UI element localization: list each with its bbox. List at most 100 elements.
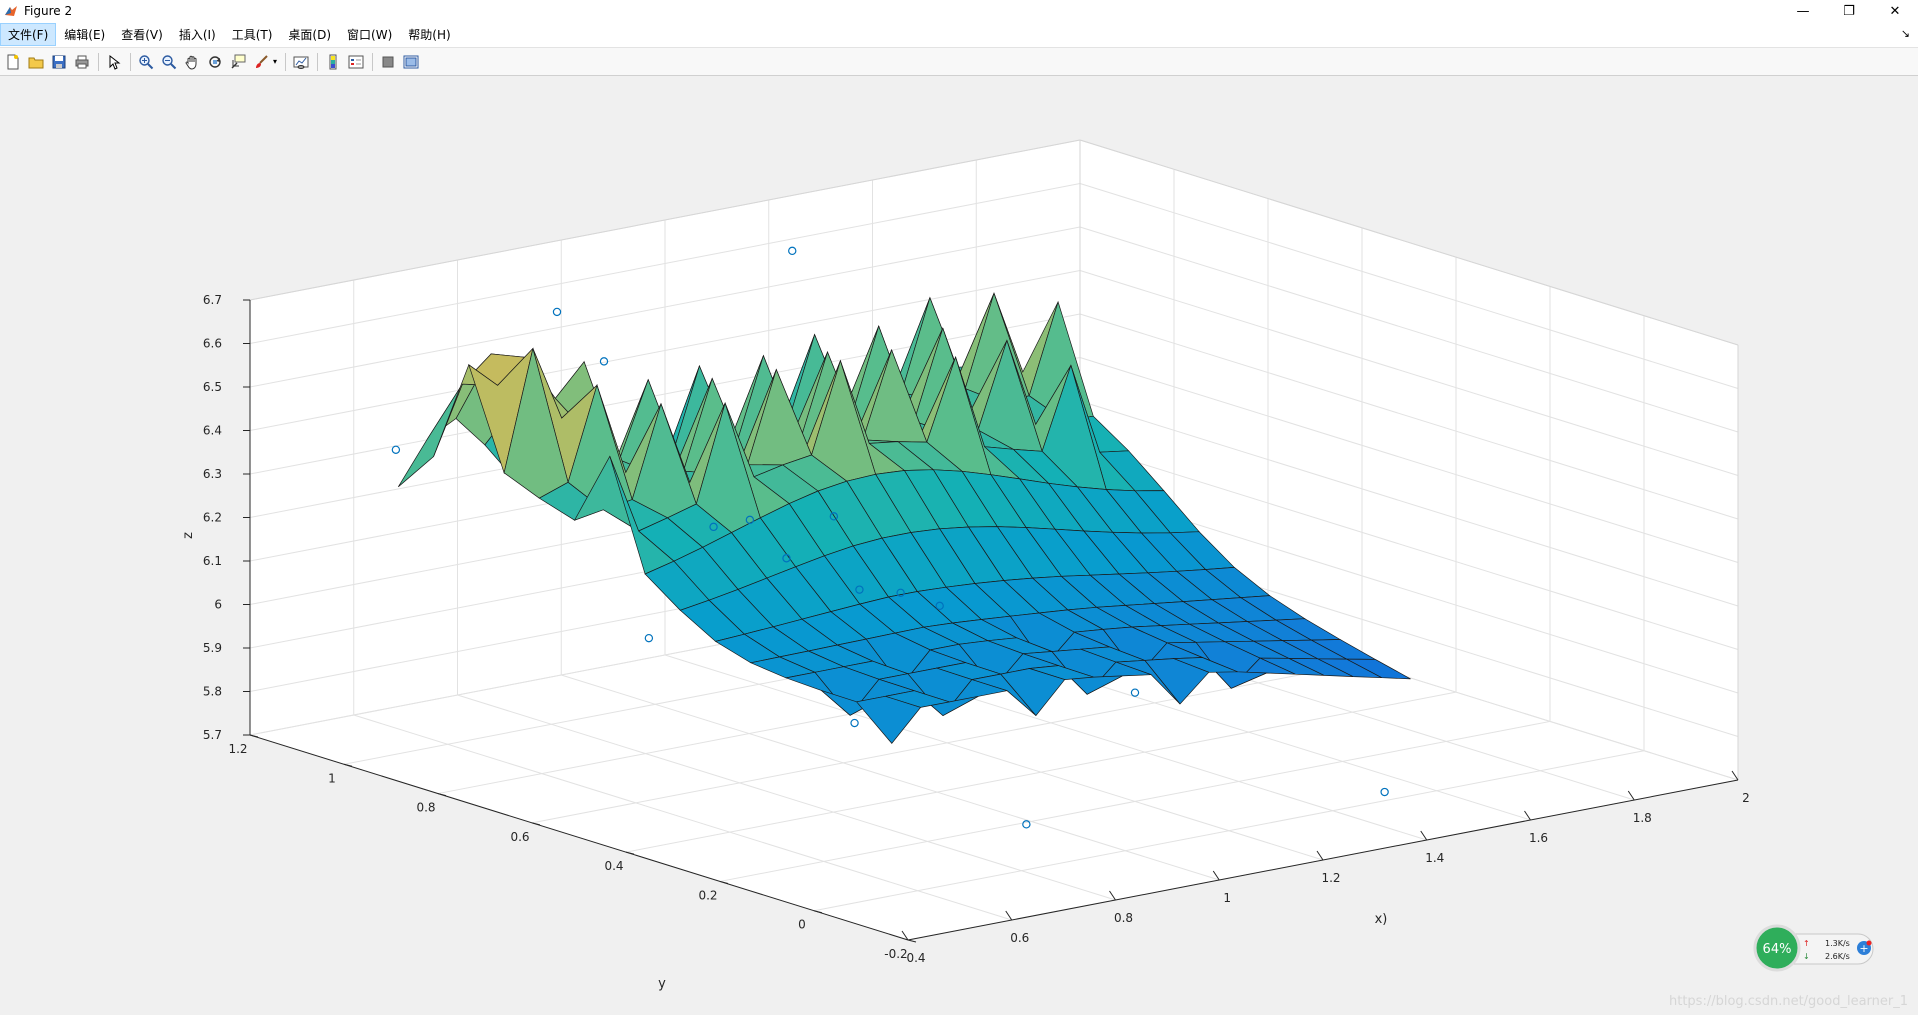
- x-tick-label: 0.4: [906, 951, 925, 965]
- x-tick-label: 0.6: [1010, 931, 1029, 945]
- toolbar-separator: [98, 52, 99, 71]
- data-cursor-icon[interactable]: [227, 51, 249, 73]
- window-controls: — ❐ ✕: [1780, 0, 1918, 22]
- scatter-point: [935, 601, 944, 611]
- scatter-point: [709, 522, 718, 532]
- z-tick-label: 6.7: [203, 293, 222, 307]
- z-tick-label: 6.6: [203, 337, 222, 351]
- surface-plot: [398, 292, 1411, 744]
- z-tick-label: 5.8: [203, 685, 222, 699]
- show-plot-tools-icon[interactable]: [400, 51, 422, 73]
- pan-hand-icon[interactable]: [181, 51, 203, 73]
- grid-line: [249, 270, 1081, 431]
- grid-line: [1079, 313, 1739, 520]
- zoom-out-icon[interactable]: [158, 51, 180, 73]
- print-icon[interactable]: [71, 51, 93, 73]
- toolbar-separator: [285, 52, 286, 71]
- y-tick: [813, 910, 823, 914]
- x-tick-label: 1.6: [1529, 831, 1548, 845]
- menu-edit[interactable]: 编辑(E): [64, 28, 106, 42]
- y-tick-label: 0.6: [510, 830, 529, 844]
- z-tick-label: 6.2: [203, 511, 222, 525]
- x-tick: [1731, 770, 1739, 781]
- x-tick: [1627, 790, 1635, 801]
- select-arrow-icon[interactable]: [103, 51, 125, 73]
- menu-view[interactable]: 查看(V): [121, 28, 163, 42]
- z-axis-label: z: [181, 532, 196, 539]
- menu-window[interactable]: 窗口(W): [347, 28, 393, 42]
- open-file-icon[interactable]: [25, 51, 47, 73]
- y-tick: [719, 880, 729, 884]
- dock-figure-button[interactable]: ↘: [1900, 27, 1910, 40]
- menu-desktop[interactable]: 桌面(D): [288, 28, 332, 42]
- y-axis-line: [249, 734, 909, 941]
- y-tick-label: 1.2: [228, 742, 247, 756]
- y-tick-label: 0: [798, 918, 806, 932]
- download-arrow-icon: ↓: [1803, 952, 1810, 961]
- pane-edge: [1079, 139, 1739, 346]
- axes-lines: [243, 299, 1739, 943]
- hide-plot-tools-icon[interactable]: [377, 51, 399, 73]
- brush-dropdown-icon[interactable]: ▾: [273, 57, 278, 66]
- scatter-point: [1022, 820, 1031, 829]
- scatter-point: [1380, 787, 1389, 797]
- figure-canvas[interactable]: 0.4 0.6 0.8 1 1.2 1.4 1.6 1.8 2 -0.2 0 0.2 0.4 0.6 0.8…: [0, 76, 1918, 1015]
- scatter-point: [644, 633, 654, 643]
- svg-text:+: +: [1859, 942, 1868, 955]
- y-tick-label: 0.2: [698, 888, 717, 902]
- x-tick-label: 0.8: [1114, 911, 1133, 925]
- z-tick-label: 6.3: [203, 467, 222, 481]
- menu-help[interactable]: 帮助(H): [408, 28, 451, 42]
- scatter-point: [850, 718, 859, 728]
- memory-percent: 64%: [1763, 942, 1792, 957]
- minimize-button[interactable]: —: [1796, 3, 1810, 19]
- x-tick: [901, 930, 909, 941]
- menu-bar: 文件(F) 编辑(E) 查看(V) 插入(I) 工具(T) 桌面(D) 窗口(W…: [0, 22, 1918, 48]
- z-tick-label: 6.4: [203, 424, 222, 438]
- scatter-point: [391, 445, 401, 454]
- y-tick-label: 1: [328, 771, 336, 785]
- y-tick: [531, 822, 541, 826]
- scatter-point: [896, 588, 905, 598]
- link-plot-icon[interactable]: [290, 51, 312, 73]
- zoom-in-icon[interactable]: [135, 51, 157, 73]
- memory-usage-ring: [1753, 924, 1801, 972]
- axes-gridlines: [249, 139, 1739, 941]
- x-tick: [1005, 910, 1013, 921]
- watermark-url: https://blog.csdn.net/good_learner_1: [1668, 994, 1908, 1009]
- close-button[interactable]: ✕: [1889, 3, 1901, 19]
- x-tick: [1109, 890, 1116, 901]
- z-tick-label: 6: [214, 598, 222, 612]
- scatter-points: [391, 246, 1389, 829]
- grid-line: [249, 183, 1081, 344]
- scatter-point: [745, 515, 755, 525]
- colorbar-icon[interactable]: [322, 51, 344, 73]
- menu-file[interactable]: 文件(F): [0, 23, 57, 46]
- y-tick: [437, 793, 447, 797]
- maximize-button[interactable]: ❐: [1843, 3, 1855, 19]
- grid-line: [249, 226, 1081, 388]
- brush-icon[interactable]: [250, 51, 272, 73]
- matlab-logo-icon: [5, 6, 17, 16]
- menu-insert[interactable]: 插入(I): [178, 28, 216, 42]
- grid-line: [813, 750, 1645, 912]
- grid-line: [1079, 226, 1739, 433]
- x-tick-label: 1.8: [1633, 811, 1652, 825]
- menu-tools[interactable]: 工具(T): [231, 28, 273, 42]
- new-figure-icon[interactable]: [2, 51, 24, 73]
- scatter-point: [829, 512, 839, 521]
- grid-line: [1079, 357, 1739, 563]
- y-tick: [343, 763, 353, 767]
- y-tick: [907, 939, 917, 943]
- upload-arrow-icon: ↑: [1803, 939, 1810, 948]
- rotate-3d-icon[interactable]: [204, 51, 226, 73]
- pane-edge: [249, 139, 1081, 301]
- network-speed-widget[interactable]: 64% ↑ ↓ 1.3K/s 2.6K/s +: [1753, 924, 1879, 972]
- window-title: Figure 2: [24, 4, 73, 18]
- grid-line: [664, 654, 1324, 861]
- upload-speed: 1.3K/s: [1825, 939, 1850, 948]
- scatter-point: [788, 246, 797, 256]
- legend-icon[interactable]: [345, 51, 367, 73]
- x-tick-label: 1: [1223, 891, 1231, 905]
- save-icon[interactable]: [48, 51, 70, 73]
